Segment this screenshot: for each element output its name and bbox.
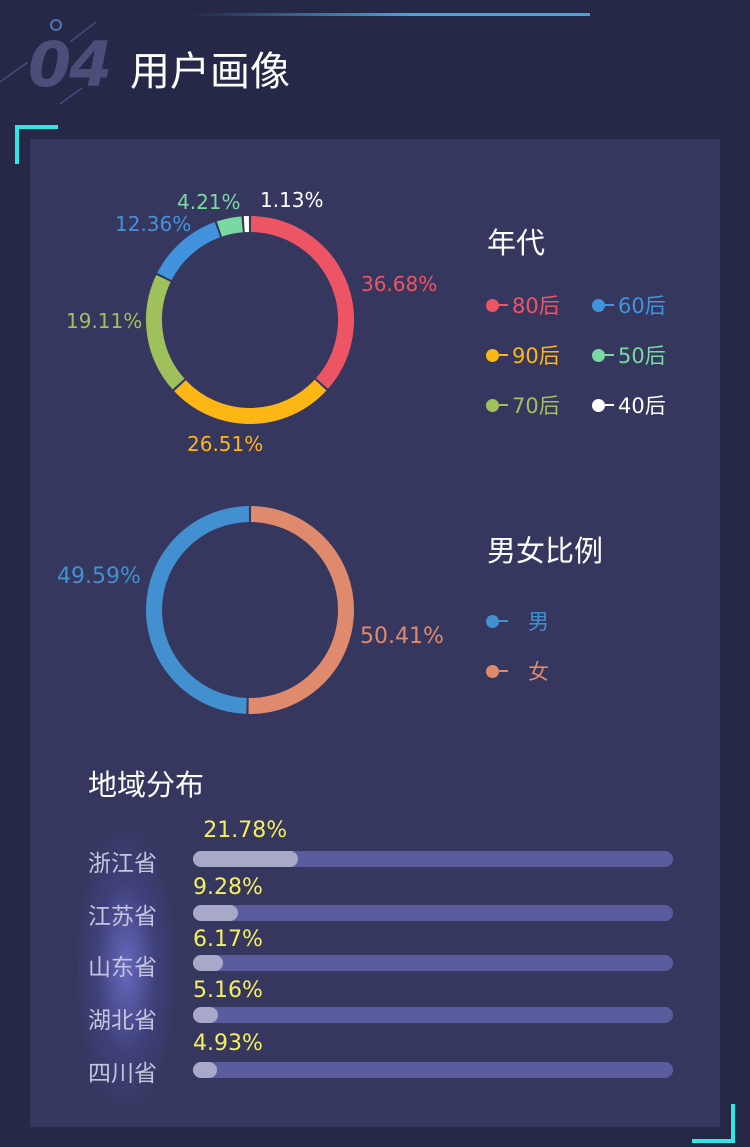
- legend-dot-icon: [486, 398, 499, 412]
- region-label: 湖北省: [88, 1008, 157, 1034]
- legend-item-80[interactable]: 80后: [486, 290, 560, 320]
- region-bar-track: [193, 955, 673, 971]
- gender-chart-title: 男女比例: [487, 534, 604, 568]
- legend-dot-icon: [486, 664, 499, 678]
- legend-dot-icon: [486, 614, 499, 628]
- region-value-label: 4.93%: [193, 1031, 263, 1056]
- legend-label: 50后: [618, 344, 666, 368]
- legend-dot-icon: [486, 298, 499, 312]
- age-slice-4[interactable]: [216, 216, 244, 237]
- region-bar: [193, 1007, 218, 1023]
- legend-item-male[interactable]: 男: [486, 606, 549, 636]
- legend-item-60[interactable]: 60后: [592, 290, 666, 320]
- region-bar-track: [193, 1007, 673, 1023]
- header-accent-line: [190, 13, 590, 16]
- region-value-label: 21.78%: [203, 818, 288, 843]
- section-header: 04 用户画像: [0, 0, 750, 130]
- region-value-label: 9.28%: [193, 875, 263, 900]
- legend-item-70[interactable]: 70后: [486, 390, 560, 420]
- legend-label: 90后: [512, 344, 560, 368]
- region-bar-track: [193, 905, 673, 921]
- legend-label: 80后: [512, 294, 560, 318]
- region-bar: [193, 1062, 217, 1078]
- region-value-label: 6.17%: [193, 927, 263, 952]
- age-chart-title: 年代: [487, 226, 546, 260]
- region-label-glow: [78, 832, 174, 1104]
- legend-dot-icon: [592, 348, 605, 362]
- gender-label-female: 50.41%: [360, 624, 444, 649]
- corner-bracket-top-left: [15, 125, 58, 164]
- legend-label: 40后: [618, 394, 666, 418]
- legend-dot-icon: [486, 348, 499, 362]
- legend-label: 60后: [618, 294, 666, 318]
- region-bar: [193, 851, 298, 867]
- legend-item-40[interactable]: 40后: [592, 390, 666, 420]
- legend-dot-icon: [592, 298, 605, 312]
- age-label-80: 36.68%: [361, 272, 438, 296]
- age-label-70: 19.11%: [66, 309, 143, 333]
- gender-slice-0[interactable]: [248, 506, 354, 714]
- region-bar: [193, 955, 223, 971]
- gender-label-male: 49.59%: [57, 564, 141, 589]
- region-label: 四川省: [88, 1061, 157, 1087]
- age-slice-3[interactable]: [157, 222, 221, 281]
- age-donut-chart: [146, 216, 354, 424]
- age-slice-1[interactable]: [174, 379, 327, 424]
- legend-label: 男: [528, 610, 549, 634]
- corner-bracket-bottom-right: [692, 1104, 735, 1143]
- legend-label: 女: [528, 660, 549, 684]
- region-bar-track: [193, 851, 673, 867]
- region-label: 江苏省: [88, 904, 157, 930]
- header-decoration: [0, 19, 97, 105]
- region-bar-track: [193, 1062, 673, 1078]
- legend-item-50[interactable]: 50后: [592, 340, 666, 370]
- age-label-90: 26.51%: [187, 432, 264, 456]
- page-title: 用户画像: [130, 49, 290, 95]
- section-number: 04: [28, 28, 112, 101]
- age-label-60: 12.36%: [115, 212, 192, 236]
- age-label-50: 4.21%: [177, 190, 241, 214]
- region-value-label: 5.16%: [193, 978, 263, 1003]
- age-label-40: 1.13%: [260, 188, 324, 212]
- region-label: 浙江省: [88, 851, 157, 877]
- age-slice-2[interactable]: [146, 274, 185, 390]
- region-label: 山东省: [88, 955, 157, 981]
- legend-label: 70后: [512, 394, 560, 418]
- gender-donut-chart: [146, 506, 354, 714]
- legend-dot-icon: [592, 398, 605, 412]
- age-slice-0[interactable]: [250, 216, 354, 389]
- region-chart-title: 地域分布: [88, 768, 205, 802]
- legend-item-female[interactable]: 女: [486, 656, 549, 686]
- gender-slice-1[interactable]: [146, 506, 250, 714]
- legend-item-90[interactable]: 90后: [486, 340, 560, 370]
- region-bar: [193, 905, 238, 921]
